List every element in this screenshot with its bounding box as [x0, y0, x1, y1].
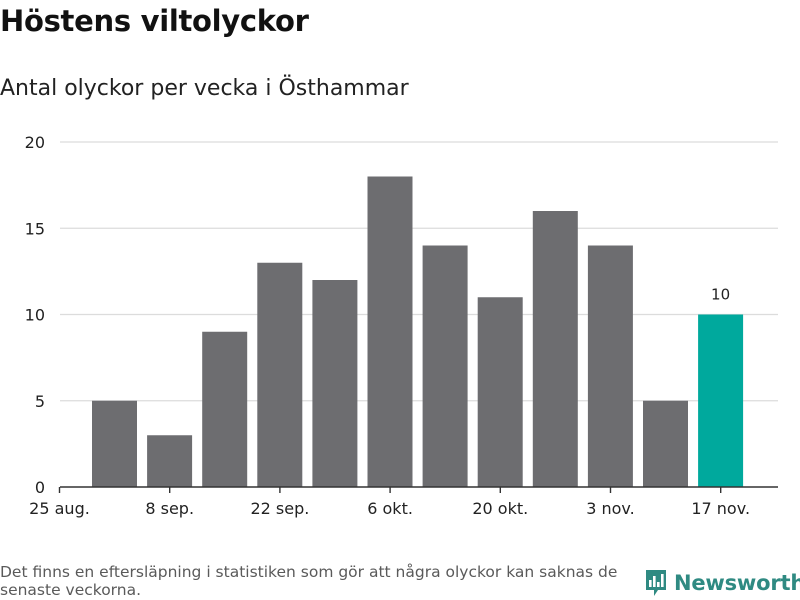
- y-tick-label: 10: [25, 306, 45, 325]
- y-tick-label: 5: [35, 392, 45, 411]
- data-label: 10: [711, 286, 730, 304]
- chart-title: Höstens viltolyckor: [0, 4, 309, 38]
- bar: [422, 245, 468, 487]
- bar: [202, 331, 248, 487]
- x-tick-label: 8 sep.: [145, 499, 194, 518]
- x-tick-label: 20 okt.: [472, 499, 528, 518]
- y-tick-label: 0: [35, 478, 45, 497]
- x-tick-label: 22 sep.: [250, 499, 309, 518]
- x-tick-label: 6 okt.: [367, 499, 413, 518]
- x-tick-label: 17 nov.: [691, 499, 750, 518]
- newsworthy-logo-icon: [646, 570, 666, 596]
- bar: [532, 211, 578, 487]
- footnote: Det finns en eftersläpning i statistiken…: [0, 563, 618, 599]
- bar: [92, 400, 137, 487]
- brand-name: Newsworthy: [674, 571, 800, 595]
- bar: [367, 176, 413, 487]
- bar: [257, 262, 303, 487]
- x-tick-label: 25 aug.: [29, 499, 90, 518]
- y-tick-label: 15: [25, 219, 45, 238]
- chart-subtitle: Antal olyckor per vecka i Östhammar: [0, 76, 409, 101]
- bar: [312, 280, 358, 487]
- y-tick-label: 20: [25, 133, 45, 152]
- bar-chart: 0 5 10 15 20 10 25 aug. 8 sep. 22 sep. 6 okt. 20 o…: [25, 133, 778, 518]
- bar-highlight: [698, 314, 744, 487]
- bar: [147, 435, 193, 487]
- bar: [587, 245, 633, 487]
- brand-logo[interactable]: Newsworthy: [644, 568, 800, 598]
- bar: [643, 400, 688, 487]
- bar: [477, 297, 523, 487]
- x-tick-label: 3 nov.: [586, 499, 635, 518]
